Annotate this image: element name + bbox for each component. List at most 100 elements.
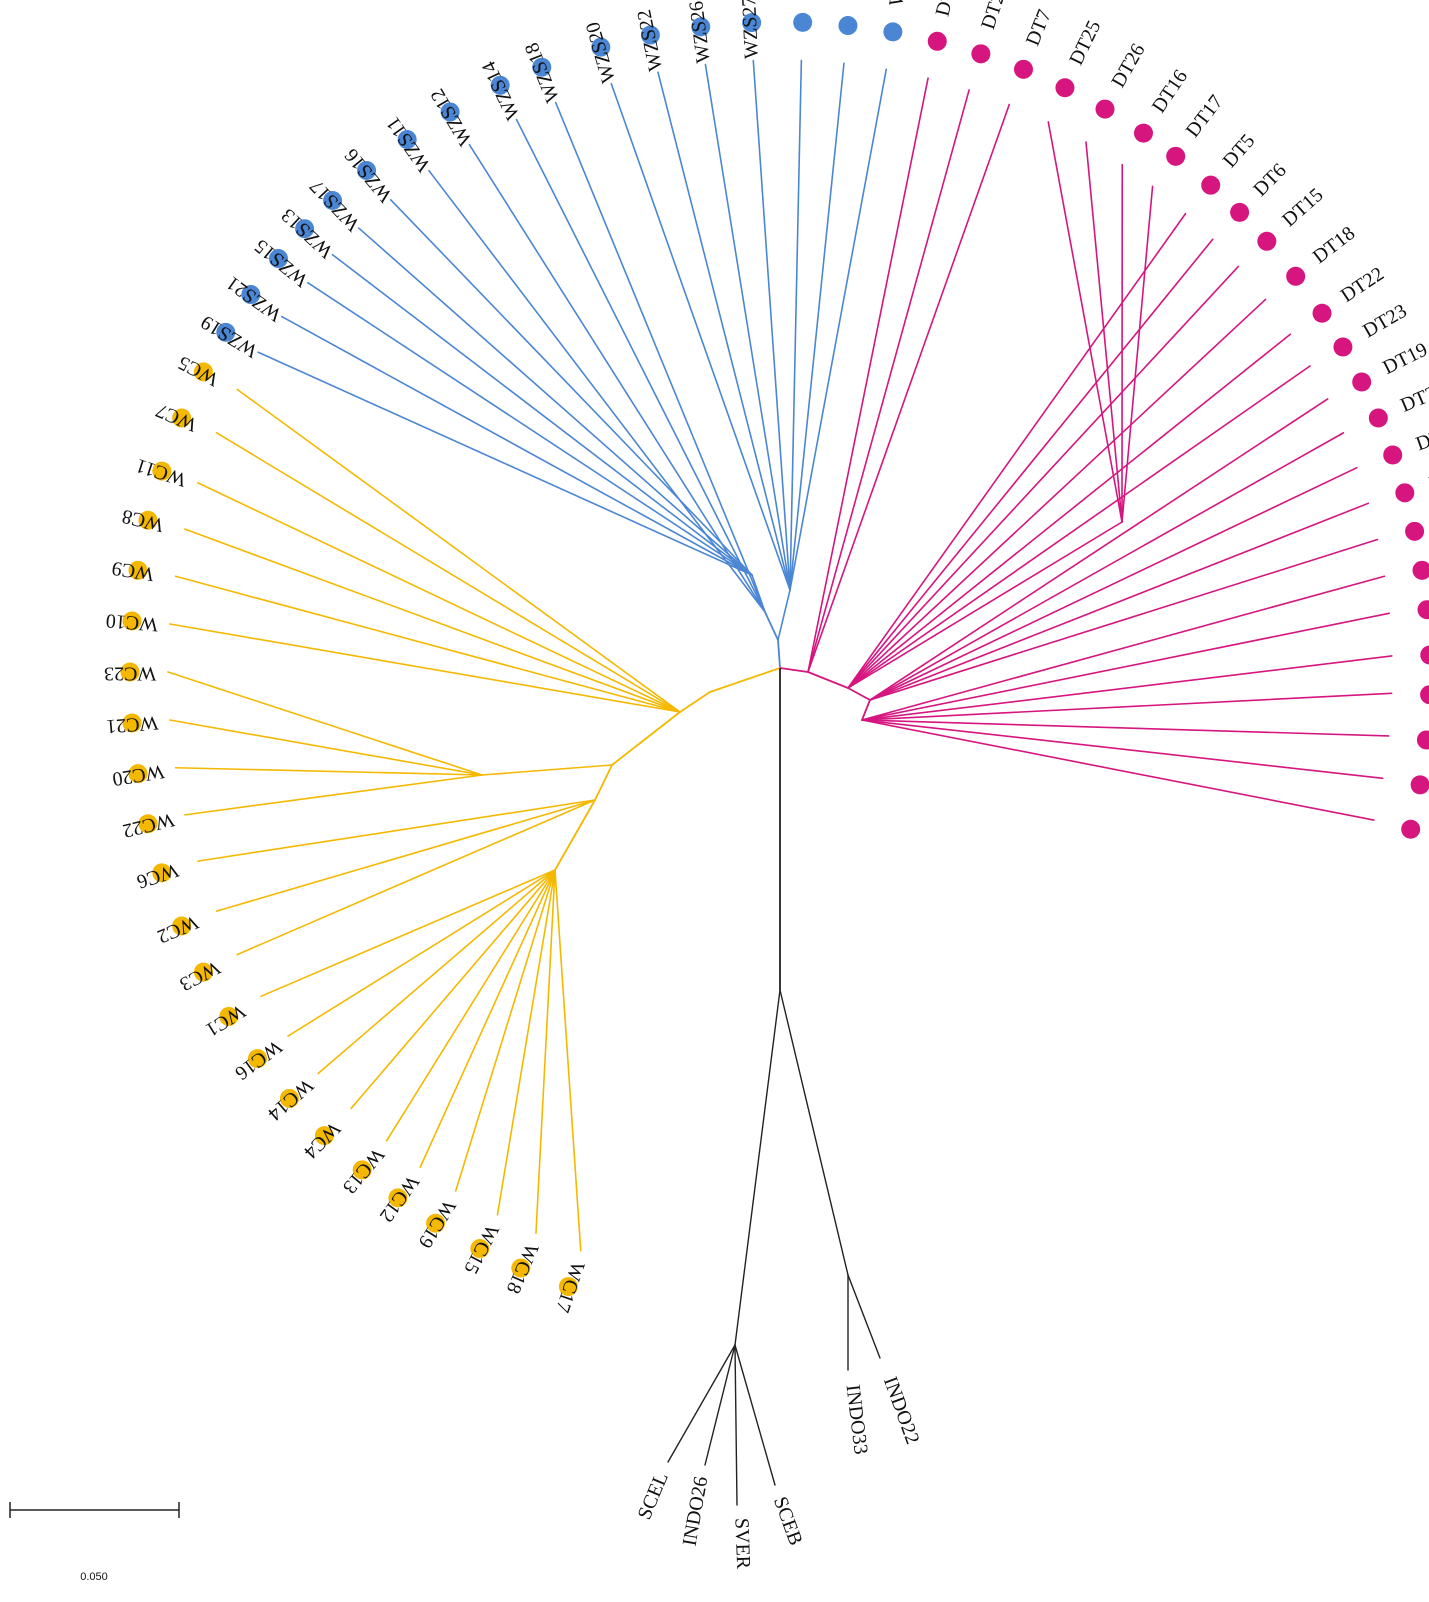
tree-branch xyxy=(174,766,483,776)
leaf-label-wc2: WC2 xyxy=(154,911,201,948)
tree-branch xyxy=(807,77,929,673)
tree-branch xyxy=(847,521,1123,689)
leaf-label-wc1: WC1 xyxy=(202,1000,249,1041)
leaf-label-dt5: DT5 xyxy=(1219,130,1260,172)
tree-branch xyxy=(847,1274,881,1359)
leaf-label-wc21: WC21 xyxy=(105,711,159,737)
leaf-dot-wzs19 xyxy=(216,322,236,342)
leaf-label-wc3: WC3 xyxy=(176,956,224,995)
tree-branch xyxy=(861,655,1393,721)
leaf-dot-wc5 xyxy=(193,362,213,382)
leaf-dot-wzs22 xyxy=(640,25,660,45)
tree-branch xyxy=(184,774,483,816)
tree-branch xyxy=(215,432,681,713)
leaf-label-wc10: WC10 xyxy=(105,609,159,635)
scale-bar-label: 0.050 xyxy=(80,1571,108,1583)
leaf-dot-wc19 xyxy=(426,1213,446,1233)
tree-branch xyxy=(197,482,681,713)
leaf-label-dt18: DT18 xyxy=(1309,222,1359,268)
tree-branch xyxy=(535,869,556,1235)
tree-branch xyxy=(861,692,1393,721)
tree-branch xyxy=(1047,121,1123,523)
tree-branch xyxy=(847,298,1267,689)
tree-branch xyxy=(807,103,1011,673)
tree-branch xyxy=(734,1344,776,1486)
leaf-dot-wc10 xyxy=(122,611,142,631)
tree-branch xyxy=(734,989,781,1346)
leaf-dot-wc13 xyxy=(352,1160,372,1180)
scale-bar: 0.050 xyxy=(9,1502,180,1583)
tree-branch xyxy=(280,315,753,576)
tree-branch xyxy=(704,63,791,591)
leaf-dot-wzs24 xyxy=(838,16,858,36)
leaf-dot-dt19 xyxy=(1352,372,1372,392)
leaf-label-wzs24: WZS24 xyxy=(838,0,866,1)
leaf-label-sceb: SCEB xyxy=(769,1494,807,1549)
tree-branch xyxy=(169,719,483,776)
tree-branch xyxy=(847,365,1311,689)
tree-branch xyxy=(350,869,556,1110)
leaf-label-wc6: WC6 xyxy=(134,859,181,893)
leaf-label-wc13: WC13 xyxy=(338,1144,388,1198)
leaf-label-scel: SCEL xyxy=(633,1469,672,1523)
leaf-dot-wc15 xyxy=(470,1239,490,1259)
leaf-label-dt20: DT20 xyxy=(932,0,965,18)
tree-branch xyxy=(197,799,596,862)
leaf-label-dt24: DT24 xyxy=(977,0,1012,32)
tree-branch xyxy=(419,869,556,1168)
leaf-dot-dt15 xyxy=(1257,231,1277,251)
leaf-dot-dt5 xyxy=(1201,175,1221,195)
leaf-dot-wzs27 xyxy=(742,13,762,33)
leaf-label-dt2: DT2 xyxy=(1426,464,1429,495)
leaf-label-dt23: DT23 xyxy=(1359,300,1410,342)
tree-branch xyxy=(496,869,556,1216)
tree-branch xyxy=(847,238,1214,689)
leaf-dot-wzs26 xyxy=(691,17,711,37)
leaf-dot-wzs16 xyxy=(357,160,377,180)
tree-branch xyxy=(389,198,753,576)
leaf-label-wc9: WC9 xyxy=(110,557,155,585)
leaf-dot-dt20 xyxy=(927,31,947,51)
leaf-label-dt7: DT7 xyxy=(1022,7,1056,49)
tree-branch xyxy=(779,989,849,1276)
leaf-label-indo22: INDO22 xyxy=(879,1374,924,1447)
leaf-dot-wc12 xyxy=(388,1188,408,1208)
tree-branch xyxy=(847,212,1187,689)
tree-branch xyxy=(789,68,888,591)
leaf-label-dt26: DT26 xyxy=(1107,40,1149,91)
tree-branch xyxy=(317,869,556,1075)
leaf-label-wzs22: WZS22 xyxy=(633,8,667,73)
tree-branch xyxy=(847,333,1292,689)
leaf-label-indo26: INDO26 xyxy=(679,1475,713,1548)
leaf-label-indo33: INDO33 xyxy=(841,1383,871,1455)
tree-branch xyxy=(734,1344,738,1506)
leaf-label-wc11: WC11 xyxy=(133,454,189,491)
tree-branch xyxy=(287,869,556,1037)
leaf-dot-wzs12 xyxy=(440,102,460,122)
tree-branch xyxy=(554,667,781,871)
tree-branch xyxy=(481,764,613,776)
leaf-label-wzs26: WZS26 xyxy=(685,0,714,64)
tree-branch xyxy=(169,623,681,713)
leaf-dot-wc7 xyxy=(172,408,192,428)
tree-branch xyxy=(657,71,791,591)
tree-branch xyxy=(236,799,596,956)
leaf-label-wzs27: WZS27 xyxy=(738,0,763,59)
leaf-label-dt6: DT6 xyxy=(1249,159,1290,200)
leaf-dot-wc18 xyxy=(511,1258,531,1278)
tree-branch xyxy=(174,575,681,713)
leaf-dot-wc11 xyxy=(152,461,172,481)
leaf-dot-dt12 xyxy=(1416,730,1429,750)
leaf-dot-wc6 xyxy=(152,863,172,883)
leaf-dot-wc16 xyxy=(247,1049,267,1069)
tree-branch xyxy=(215,799,596,912)
leaf-dot-wzs25 xyxy=(883,22,903,42)
leaf-dot-wzs21 xyxy=(241,285,261,305)
leaf-dot-dt3 xyxy=(1420,685,1429,705)
leaf-label-wc15: WC15 xyxy=(459,1221,503,1277)
leaf-dot-dt2 xyxy=(1395,483,1415,503)
leaf-label-dt11: DT11 xyxy=(1413,419,1429,455)
leaf-label-wzs14: WZS14 xyxy=(478,58,525,124)
leaf-label-wzs11: WZS11 xyxy=(382,113,435,176)
